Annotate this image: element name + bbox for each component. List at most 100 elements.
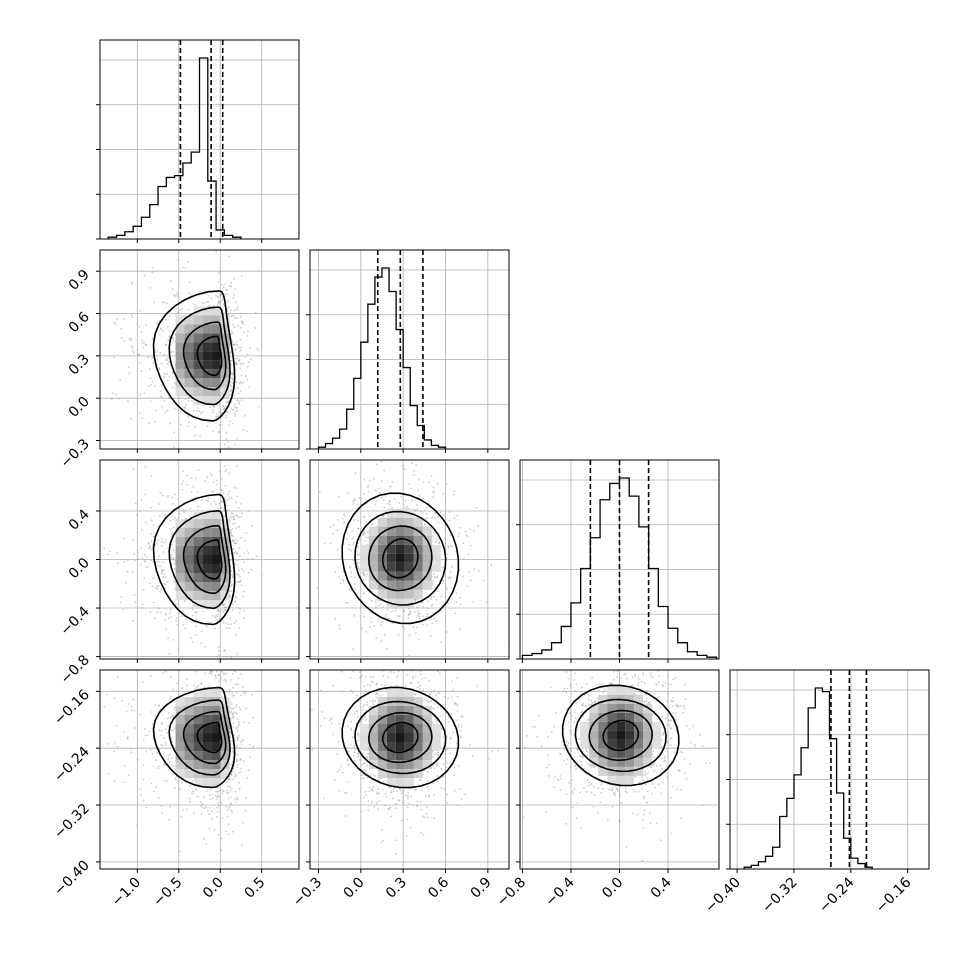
scatter-point [224,680,227,682]
scatter-point [414,675,417,678]
scatter-point [164,618,166,621]
scatter-point [169,612,171,615]
scatter-point [431,765,434,767]
scatter-point [213,828,216,831]
scatter-point [167,769,170,772]
scatter-point [375,606,377,609]
scatter-point [363,615,366,618]
scatter-point [404,499,407,502]
scatter-point [213,406,216,409]
scatter-point [219,667,221,669]
scatter-point [228,691,230,693]
scatter-point [240,374,243,377]
scatter-point [228,490,231,493]
scatter-point [229,786,231,788]
scatter-point [316,587,319,590]
scatter-point [224,416,227,419]
scatter-point [158,704,160,707]
scatter-point [123,730,125,733]
scatter-point [228,255,231,257]
scatter-point [433,576,436,578]
scatter-point [372,675,375,678]
scatter-point [231,602,234,605]
scatter-point [175,312,178,315]
scatter-point [368,664,370,666]
scatter-point [236,581,239,583]
scatter-point [233,343,236,346]
scatter-point [240,382,243,385]
scatter-point [247,571,250,574]
panel-frame [99,39,300,240]
scatter-point [441,776,444,779]
scatter-point [216,668,218,670]
scatter-point [155,611,158,613]
scatter-point [188,281,191,284]
density-cell [395,751,405,761]
scatter-point [229,585,232,588]
scatter-point [119,601,122,604]
scatter-point [195,304,198,307]
scatter-point [149,546,152,549]
scatter-point [352,559,355,562]
scatter-point [229,381,232,384]
scatter-point [416,606,419,609]
scatter-point [155,322,158,325]
density-cell [175,387,185,397]
scatter-point [395,676,398,679]
scatter-point [321,661,323,663]
scatter-point [215,483,218,486]
scatter-point [221,283,223,286]
scatter-point [233,622,236,624]
scatter-point [215,413,218,415]
scatter-point [154,715,156,717]
scatter-point [163,592,166,594]
scatter-point [340,690,343,693]
scatter-point [236,306,239,309]
scatter-point [160,722,163,725]
scatter-point [236,409,239,412]
scatter-point [235,712,238,715]
scatter-point [234,542,236,545]
scatter-point [206,425,209,427]
density-cell [202,715,212,725]
scatter-point [235,241,237,243]
scatter-point [152,577,154,580]
scatter-point [421,642,423,644]
scatter-point [380,460,383,463]
scatter-point [160,729,163,732]
scatter-point [436,482,439,485]
scatter-point [113,321,116,324]
scatter-point [346,758,349,761]
scatter-point [239,315,242,318]
scatter-point [427,481,430,484]
density-cell [175,342,185,352]
scatter-point [459,603,462,605]
scatter-point [403,627,406,630]
scatter-point [329,525,332,528]
density-cell [193,760,203,770]
scatter-point [172,386,174,389]
scatter-point [231,589,233,592]
scatter-point [130,344,133,347]
scatter-point [364,676,367,678]
scatter-point [234,316,236,319]
scatter-point [393,787,396,789]
scatter-point [116,551,119,554]
scatter-point [219,470,221,473]
density-cell [395,508,405,518]
scatter-point [170,650,172,652]
scatter-point [140,563,142,566]
scatter-point [235,357,237,360]
scatter-point [240,399,243,402]
scatter-point [219,293,222,296]
density-cell [377,526,387,536]
scatter-point [251,693,253,696]
scatter-point [238,569,240,572]
density-cell [220,342,230,352]
scatter-point [367,809,370,812]
scatter-point [367,752,369,755]
scatter-point [171,531,174,534]
scatter-point [226,301,229,304]
scatter-point [238,723,241,726]
scatter-point [387,502,389,505]
